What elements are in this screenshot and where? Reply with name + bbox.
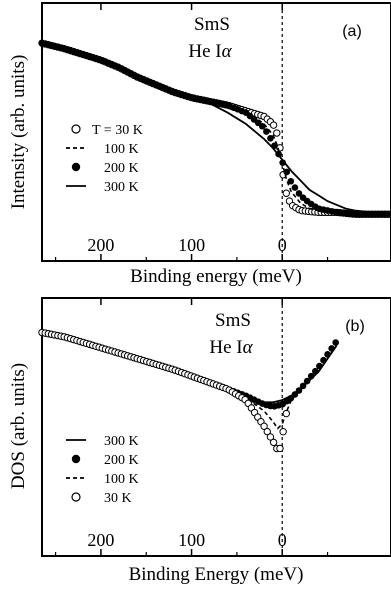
x-ticks-b: 200 100 0 xyxy=(54,298,329,556)
panel-title-b-line2: He Iα xyxy=(209,337,253,358)
x-ticks-a: 200 100 0 xyxy=(54,3,329,261)
data-point xyxy=(283,168,291,176)
data-point xyxy=(332,339,340,346)
x-axis-label-a: Binding energy (meV) xyxy=(130,266,302,287)
legend-a: T = 30 K 100 K 200 K 300 K xyxy=(66,123,143,195)
panel-a: 200 100 0 SmS He Iα (a) T = 30 K 100 K 200 K… xyxy=(8,2,391,287)
data-point xyxy=(316,362,323,370)
legend-b: 300 K 200 K 100 K 30 K xyxy=(66,434,139,506)
data-point xyxy=(282,409,290,418)
legend-marker-open-circle xyxy=(71,124,81,134)
legend-entry: 30 K xyxy=(71,491,132,506)
plot-frame-b xyxy=(41,297,391,557)
x-tick-label: 0 xyxy=(278,530,287,550)
data-point xyxy=(263,427,271,436)
data-point xyxy=(279,428,287,436)
data-point xyxy=(307,372,315,380)
data-point xyxy=(263,128,270,135)
legend-entry: T = 30 K xyxy=(71,123,143,138)
data-point xyxy=(287,177,295,185)
data-point xyxy=(269,121,278,129)
legend-label: 100 K xyxy=(104,142,139,157)
data-point xyxy=(324,351,331,358)
data-point xyxy=(320,356,327,364)
data-point xyxy=(282,189,290,197)
data-point xyxy=(312,367,319,375)
data-point xyxy=(291,184,299,191)
x-tick-label: 100 xyxy=(178,235,205,255)
plot-area-b xyxy=(38,299,340,555)
panel-label-b: (b) xyxy=(345,318,365,335)
legend-label: 300 K xyxy=(104,434,139,449)
title-a-text: He I xyxy=(188,41,221,62)
y-axis-label-a: Intensity (arb. units) xyxy=(8,55,29,210)
x-tick-label: 0 xyxy=(278,235,287,255)
data-point xyxy=(269,438,278,447)
data-point xyxy=(328,345,335,352)
data-point xyxy=(299,382,307,390)
series-30-k xyxy=(38,328,290,453)
legend-marker-filled-circle xyxy=(71,454,81,464)
plot-frame-a xyxy=(41,2,391,262)
legend-label: 30 K xyxy=(104,491,132,506)
series-line xyxy=(41,331,302,430)
panel-title-a-line1: SmS xyxy=(194,14,230,35)
panel-b: 200 100 0 SmS He Iα (b) 300 K 200 K 100 K 30 … xyxy=(8,297,391,585)
legend-label: 300 K xyxy=(104,180,139,195)
title-b-text: He I xyxy=(209,337,242,358)
data-point xyxy=(276,444,284,453)
x-tick-label: 200 xyxy=(87,530,114,550)
series-300-k xyxy=(41,42,391,216)
data-point xyxy=(291,391,299,398)
data-point xyxy=(303,377,311,385)
x-axis-label-b: Binding Energy (meV) xyxy=(129,564,304,585)
legend-entry: 300 K xyxy=(66,434,139,449)
series-line xyxy=(41,42,391,216)
y-axis-label-b: DOS (arb. units) xyxy=(8,363,29,489)
legend-entry: 200 K xyxy=(71,453,139,468)
panel-title-a-line2: He Iα xyxy=(188,41,232,62)
title-b-symbol: α xyxy=(243,337,254,358)
legend-entry: 300 K xyxy=(66,180,139,195)
legend-label: 200 K xyxy=(104,161,139,176)
legend-label: 200 K xyxy=(104,453,139,468)
legend-entry: 100 K xyxy=(66,472,139,487)
data-point xyxy=(266,433,275,441)
legend-marker-filled-circle xyxy=(71,162,81,172)
series-100-k xyxy=(41,331,302,430)
data-point xyxy=(295,190,303,197)
x-tick-label: 200 xyxy=(87,235,114,255)
data-point xyxy=(258,122,266,130)
plot-area-a xyxy=(38,4,391,260)
legend-entry: 100 K xyxy=(66,142,139,157)
legend-entry: 200 K xyxy=(71,161,139,176)
title-a-symbol: α xyxy=(222,41,233,62)
legend-label: 100 K xyxy=(104,472,139,487)
data-point xyxy=(273,129,281,137)
x-tick-label: 100 xyxy=(178,530,205,550)
data-point xyxy=(260,422,268,430)
legend-label: T = 30 K xyxy=(92,123,143,138)
legend-marker-open-circle xyxy=(71,492,81,502)
panel-title-b-line1: SmS xyxy=(215,310,251,331)
data-point xyxy=(267,134,274,142)
panel-label-a: (a) xyxy=(342,23,362,40)
